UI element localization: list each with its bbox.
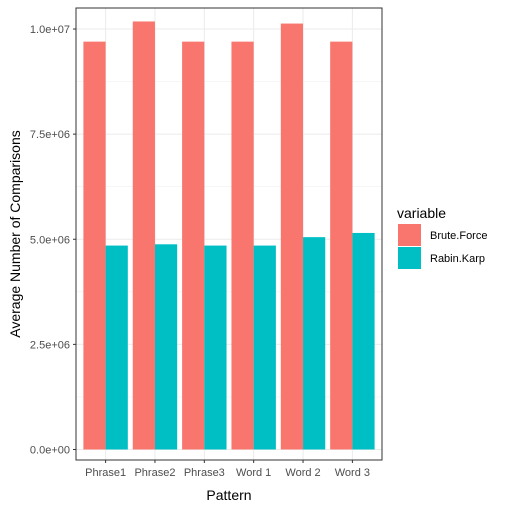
x-tick-label: Phrase3 [184,467,225,479]
legend: variable Brute.Force Rabin.Karp [397,205,487,269]
legend-label: Rabin.Karp [430,253,485,265]
bar-rabin-karp-phrase2 [154,244,178,450]
x-tick-label: Word 3 [335,467,370,479]
y-tick-label: 1.0e+07 [30,24,70,36]
x-axis-title: Pattern [206,487,251,503]
bar-brute-force-phrase3 [182,41,205,450]
bar-rabin-karp-phrase3 [204,245,227,450]
y-tick-label: 5.0e+06 [30,234,70,246]
bar-brute-force-word-3 [330,41,353,450]
x-tick-label: Word 2 [285,467,320,479]
bars [83,21,375,450]
x-axis-ticks: Phrase1 Phrase2 Phrase3 Word 1 Word 2 Word 3 [85,460,370,479]
y-tick-label: 7.5e+06 [30,129,70,141]
bar-brute-force-phrase2 [132,21,155,450]
legend-title: variable [397,205,446,221]
panel-border [75,7,383,461]
legend-key-swatch [398,247,421,269]
legend-label: Brute.Force [430,230,487,242]
x-tick-label: Phrase2 [134,467,175,479]
x-tick-label: Phrase1 [85,467,126,479]
legend-key-swatch [398,224,421,246]
bar-brute-force-word-2 [280,23,304,450]
y-tick-label: 0.0e+00 [30,444,70,456]
y-tick-label: 2.5e+06 [30,339,70,351]
bar-rabin-karp-word-2 [303,237,326,450]
bar-brute-force-phrase1 [83,41,106,450]
bar-rabin-karp-phrase1 [105,245,128,450]
y-axis-title: Average Number of Comparisons [7,130,23,338]
x-tick-label: Word 1 [236,467,271,479]
bar-rabin-karp-word-3 [352,232,375,450]
bar-rabin-karp-word-1 [253,245,276,450]
bar-brute-force-word-1 [231,41,254,450]
y-axis-ticks: 0.0e+00 2.5e+06 5.0e+06 7.5e+06 1.0e+07 [30,24,76,456]
